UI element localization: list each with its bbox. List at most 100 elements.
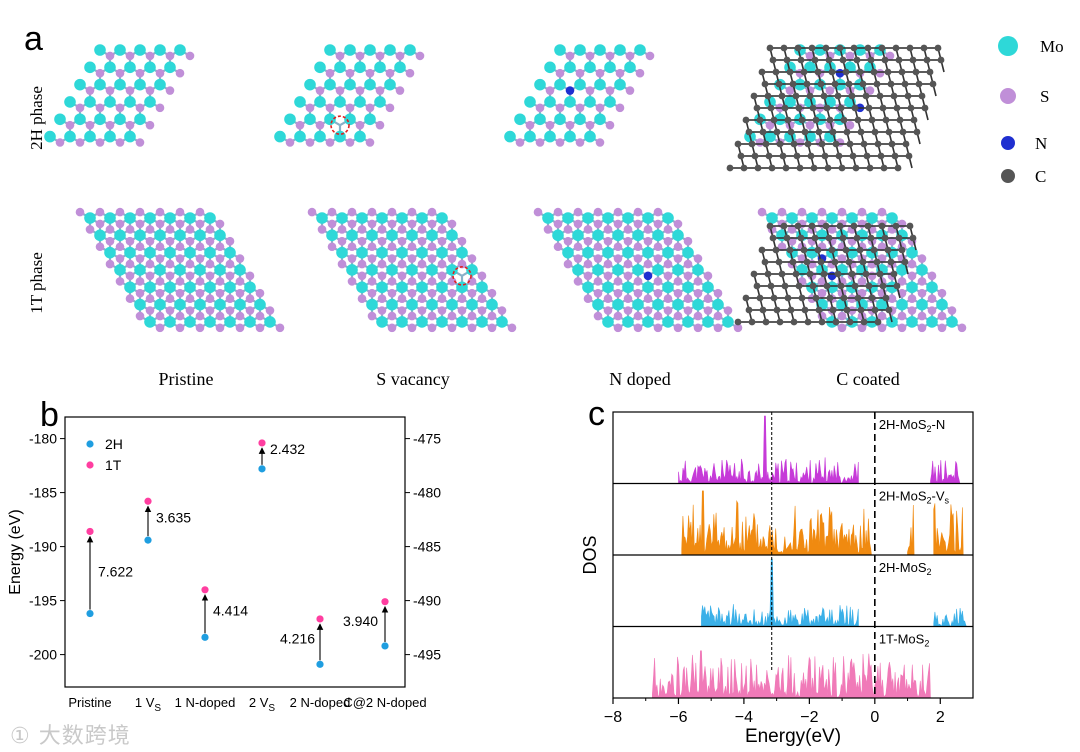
- s-atom: [357, 236, 367, 246]
- s-atom: [565, 120, 575, 130]
- energy-gap-label: 4.216: [280, 631, 315, 647]
- mo-atom: [896, 298, 908, 311]
- s-atom: [827, 225, 837, 234]
- s-atom: [877, 207, 887, 217]
- s-atom: [467, 323, 477, 333]
- c-atom: [905, 152, 913, 160]
- mo-atom: [124, 130, 136, 143]
- s-atom: [205, 225, 215, 234]
- mo-atom: [94, 44, 106, 56]
- s-atom: [195, 311, 205, 321]
- s-atom: [427, 254, 437, 263]
- s-atom: [545, 86, 555, 95]
- c-atom: [878, 222, 886, 230]
- s-atom: [245, 271, 255, 281]
- mo-atom: [552, 229, 564, 242]
- right-tick-label: -475: [413, 431, 441, 447]
- mo-atom: [652, 229, 664, 242]
- s-atom: [325, 138, 335, 147]
- s-atom: [385, 68, 395, 78]
- c-atom: [921, 104, 929, 112]
- x-tick-label: 2: [936, 709, 945, 726]
- mo-atom: [144, 281, 156, 294]
- mo-atom: [264, 316, 276, 328]
- mo-atom: [356, 212, 368, 224]
- c-atom: [817, 258, 825, 266]
- mo-atom: [906, 246, 918, 259]
- c-legend-marker: [1001, 169, 1015, 183]
- c-atom: [832, 318, 840, 326]
- c-atom: [781, 282, 789, 290]
- mo-atom: [826, 212, 838, 224]
- mo-atom: [426, 229, 438, 242]
- s-atom: [437, 306, 447, 315]
- lattice-2h: [726, 44, 945, 172]
- s-atom: [613, 288, 623, 298]
- s-atom: [357, 271, 367, 281]
- s-atom: [487, 311, 497, 321]
- s-atom: [367, 242, 377, 252]
- s-atom: [315, 120, 325, 130]
- s-atom: [387, 242, 397, 252]
- mo-atom: [94, 229, 106, 242]
- s-atom: [387, 277, 397, 286]
- c-atom: [829, 128, 837, 136]
- s-atom: [573, 254, 583, 263]
- s-atom: [633, 254, 643, 263]
- mo-atom: [154, 298, 166, 311]
- c-atom: [734, 318, 742, 326]
- s-atom: [225, 259, 235, 269]
- c-atom: [918, 92, 926, 100]
- s-atom: [447, 242, 457, 252]
- s-atom: [165, 259, 175, 269]
- c-atom: [767, 104, 775, 112]
- mo-atom: [104, 61, 116, 74]
- s-atom: [535, 138, 545, 147]
- c-atom: [857, 128, 865, 136]
- s-atom: [367, 288, 377, 298]
- mo-atom: [886, 212, 898, 224]
- mo-atom: [134, 298, 146, 311]
- mo-atom: [104, 96, 116, 108]
- s-atom: [145, 51, 155, 61]
- mo-atom: [214, 298, 226, 311]
- s-atom: [105, 225, 115, 234]
- s-atom: [235, 277, 245, 286]
- mo-atom: [366, 264, 378, 276]
- s-atom: [175, 323, 185, 333]
- left-axis-ticks: -200 -195 -190 -185 -180: [29, 431, 65, 663]
- c-atom: [857, 306, 865, 314]
- c-atom: [773, 128, 781, 136]
- mo-atom: [594, 78, 606, 91]
- right-tick-label: -495: [413, 647, 441, 663]
- c-atom: [781, 104, 789, 112]
- s-atom: [387, 207, 397, 217]
- left-tick-label: -200: [29, 647, 57, 663]
- mo-atom: [134, 78, 146, 91]
- s-atom: [215, 277, 225, 286]
- s-atom: [447, 323, 457, 333]
- c-atom: [768, 164, 776, 172]
- s-atom: [175, 254, 185, 263]
- s-atom: [427, 323, 437, 333]
- c-atom: [851, 104, 859, 112]
- c-atom: [881, 56, 889, 64]
- s-atom: [205, 294, 215, 304]
- s-atom: [155, 68, 165, 78]
- s-atom: [367, 219, 377, 229]
- s-atom: [235, 288, 245, 298]
- s-atom: [583, 225, 593, 234]
- carbon-layer: [726, 44, 945, 172]
- dos-curves: [652, 415, 967, 699]
- s-atom: [365, 68, 375, 78]
- mo-atom: [174, 229, 186, 242]
- c-atom: [885, 306, 893, 314]
- s-atom: [837, 207, 847, 217]
- s-atom: [225, 271, 235, 281]
- s-atom: [907, 271, 917, 281]
- c-atom: [831, 258, 839, 266]
- s-atom: [105, 120, 115, 130]
- mo-atom: [524, 130, 536, 143]
- mo-atom: [84, 212, 96, 224]
- atom-legend: Mo S N C: [998, 36, 1064, 186]
